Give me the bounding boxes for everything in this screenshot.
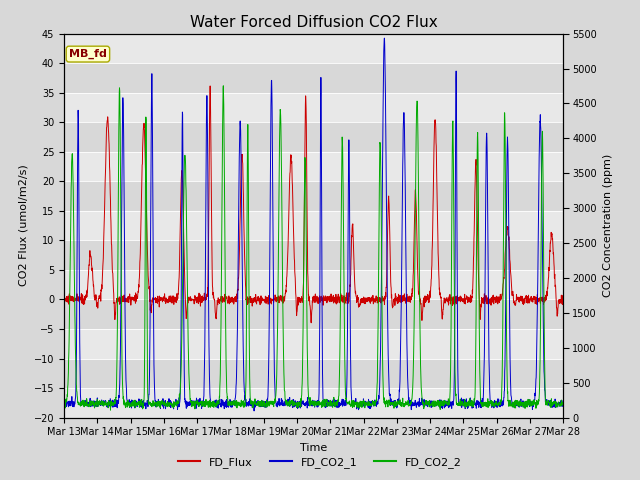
Bar [64, 359, 563, 388]
Bar [64, 122, 563, 152]
Y-axis label: CO2 Flux (umol/m2/s): CO2 Flux (umol/m2/s) [18, 165, 28, 287]
Bar [64, 152, 563, 181]
Bar [64, 211, 563, 240]
Bar [64, 329, 563, 359]
Bar [64, 270, 563, 300]
Bar [64, 181, 563, 211]
Title: Water Forced Diffusion CO2 Flux: Water Forced Diffusion CO2 Flux [189, 15, 438, 30]
Bar [64, 63, 563, 93]
Bar [64, 34, 563, 63]
Bar [64, 93, 563, 122]
Bar [64, 240, 563, 270]
Bar [64, 388, 563, 418]
Text: MB_fd: MB_fd [69, 49, 107, 59]
Bar [64, 300, 563, 329]
Legend: FD_Flux, FD_CO2_1, FD_CO2_2: FD_Flux, FD_CO2_1, FD_CO2_2 [173, 452, 467, 472]
Y-axis label: CO2 Concentration (ppm): CO2 Concentration (ppm) [602, 154, 612, 297]
X-axis label: Time: Time [300, 443, 327, 453]
